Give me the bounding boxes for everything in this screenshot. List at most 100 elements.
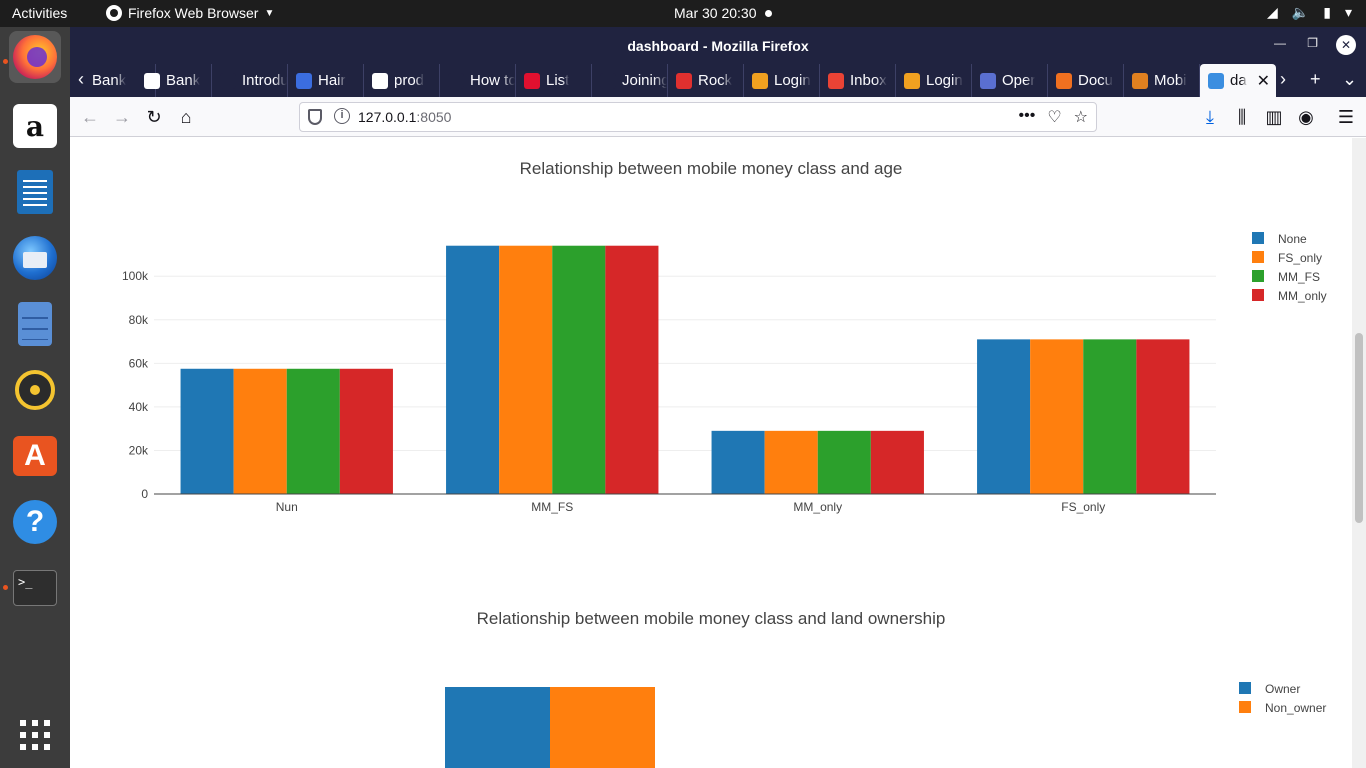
tab[interactable]: prod — [364, 64, 440, 97]
x-tick-label: MM_only — [793, 500, 842, 514]
tab[interactable]: Hair — [288, 64, 364, 97]
hamburger-menu-icon[interactable]: ☰ — [1337, 106, 1355, 127]
y-tick-label: 40k — [129, 400, 149, 414]
tab-label: Docu — [1078, 72, 1114, 89]
terminal-icon: >_ — [13, 570, 57, 606]
tab-label: Hair — [318, 72, 346, 89]
home-icon[interactable]: ⌂ — [180, 106, 192, 127]
x-tick-label: Nun — [276, 500, 298, 514]
downloads-icon[interactable]: ⤓ — [1206, 106, 1214, 127]
legend-swatch — [1239, 682, 1251, 694]
scrollbar-thumb[interactable] — [1355, 333, 1363, 523]
bar — [1136, 339, 1190, 494]
app-menu[interactable]: Firefox Web Browser ▼ — [106, 5, 274, 21]
land-ownership-chart: Relationship between mobile money class … — [445, 609, 1326, 768]
tab[interactable]: Login — [896, 64, 972, 97]
address-bar[interactable]: i 127.0.0.1:8050 ••• ♡ ☆ — [299, 102, 1097, 132]
favicon-icon — [1132, 72, 1148, 89]
legend-swatch — [1239, 701, 1251, 713]
favicon-icon — [144, 72, 160, 89]
window-titlebar: dashboard - Mozilla Firefox — ❐ ✕ — [70, 27, 1366, 64]
dock-writer[interactable] — [9, 166, 61, 218]
y-tick-label: 20k — [129, 443, 149, 457]
y-tick-label: 0 — [141, 487, 148, 501]
account-icon[interactable]: ◉ — [1298, 106, 1314, 127]
bookmark-star-icon[interactable]: ☆ — [1073, 109, 1088, 126]
app-menu-label: Firefox Web Browser — [128, 5, 259, 21]
bar — [977, 339, 1031, 494]
tab[interactable]: How to — [440, 64, 516, 97]
tab[interactable]: List — [516, 64, 592, 97]
close-window-icon[interactable]: ✕ — [1336, 35, 1356, 55]
maximize-icon[interactable]: ❐ — [1307, 36, 1318, 50]
page-scrollbar[interactable] — [1352, 138, 1366, 768]
tab[interactable]: Mobi — [1124, 64, 1200, 97]
show-applications-button[interactable] — [9, 709, 61, 761]
bar — [180, 368, 234, 494]
list-all-tabs-icon[interactable]: ⌄ — [1342, 69, 1358, 89]
favicon-icon — [448, 72, 464, 89]
tab[interactable]: Login — [744, 64, 820, 97]
reload-icon[interactable]: ↻ — [146, 106, 162, 127]
scroll-tabs-right-icon[interactable]: › — [1280, 69, 1286, 89]
dock-amazon[interactable]: a — [9, 100, 61, 152]
show-apps-icon — [20, 720, 50, 750]
forward-icon[interactable]: → — [113, 106, 131, 127]
system-tray[interactable]: ◢ 🔈 ▮ ▾ — [1267, 4, 1352, 21]
tab-label: Bank — [166, 72, 201, 89]
clock-label: Mar 30 20:30 — [674, 5, 757, 21]
dock-rhythmbox[interactable] — [9, 364, 61, 416]
dock-help[interactable]: ? — [9, 496, 61, 548]
running-indicator — [3, 585, 8, 590]
url-text: 127.0.0.1:8050 — [358, 109, 452, 125]
dock-files[interactable] — [9, 298, 61, 350]
window-title: dashboard - Mozilla Firefox — [627, 38, 809, 54]
notification-dot-icon — [764, 9, 772, 17]
close-tab-icon[interactable]: ✕ — [1256, 73, 1270, 90]
tab-strip: ‹ Bank Bank Introduc Hair prod How to List Join… — [70, 64, 1366, 97]
activities-button[interactable]: Activities — [12, 5, 68, 21]
favicon-icon — [1208, 72, 1224, 89]
y-tick-label: 80k — [129, 313, 149, 327]
tab[interactable]: Introduc — [212, 64, 288, 97]
tracking-protection-icon[interactable] — [308, 109, 322, 125]
new-tab-icon[interactable]: + — [1310, 69, 1321, 89]
minimize-icon[interactable]: — — [1274, 36, 1286, 50]
tray-caret-icon: ▾ — [1344, 4, 1352, 20]
bar — [286, 368, 340, 494]
dock-terminal[interactable]: >_ — [9, 562, 61, 614]
legend-label: FS_only — [1278, 251, 1322, 265]
bar — [446, 245, 500, 494]
tab[interactable]: Bank — [136, 64, 212, 97]
x-tick-label: FS_only — [1061, 500, 1105, 514]
age-chart: Relationship between mobile money class … — [122, 159, 1327, 514]
page-actions-icon[interactable]: ••• — [1018, 107, 1036, 124]
tab[interactable]: Oper — [972, 64, 1048, 97]
tab[interactable]: Joining — [592, 64, 668, 97]
chart-title: Relationship between mobile money class … — [477, 609, 946, 628]
firefox-mini-icon — [106, 5, 122, 21]
dock-thunderbird[interactable] — [9, 232, 61, 284]
favicon-icon — [296, 72, 312, 89]
pocket-icon[interactable]: ♡ — [1047, 109, 1062, 126]
legend-label: Owner — [1265, 682, 1300, 696]
sidebar-icon[interactable]: ▥ — [1265, 106, 1283, 127]
tab-label: List — [546, 72, 570, 89]
tab[interactable]: Docu — [1048, 64, 1124, 97]
site-info-icon[interactable]: i — [334, 108, 350, 124]
tab-label: Mobi — [1154, 72, 1187, 89]
bar — [499, 245, 553, 494]
back-icon[interactable]: ← — [81, 106, 99, 127]
dock-firefox[interactable] — [9, 31, 61, 83]
library-icon[interactable]: ⫼ — [1237, 106, 1247, 127]
network-icon: ◢ — [1267, 4, 1278, 20]
bar — [1083, 339, 1137, 494]
tab-active[interactable]: da ✕ — [1200, 64, 1276, 97]
ubuntu-software-icon: A — [13, 436, 57, 476]
scroll-tabs-left-icon[interactable]: ‹ — [78, 69, 84, 89]
chart-title: Relationship between mobile money class … — [520, 159, 903, 178]
tab[interactable]: Rock — [668, 64, 744, 97]
dock-software[interactable]: A — [9, 430, 61, 482]
clock[interactable]: Mar 30 20:30 — [674, 5, 772, 21]
tab[interactable]: Inbox — [820, 64, 896, 97]
